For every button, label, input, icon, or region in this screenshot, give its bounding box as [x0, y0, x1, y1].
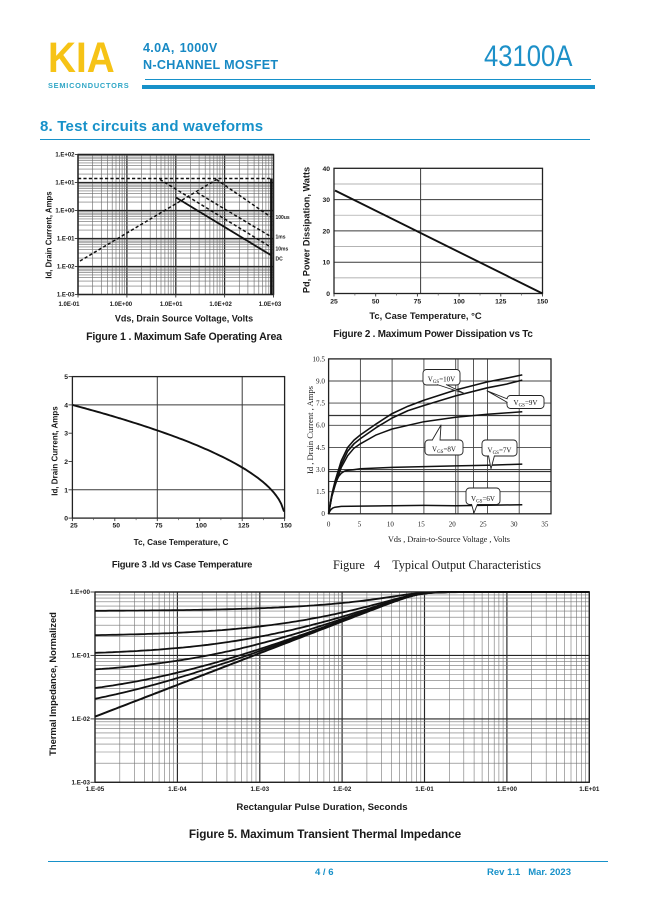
svg-text:1: 1 [64, 487, 68, 494]
svg-text:1.E+00: 1.E+00 [497, 786, 518, 793]
svg-text:6.0: 6.0 [316, 422, 325, 430]
svg-text:20: 20 [449, 521, 457, 529]
svg-text:DC: DC [276, 257, 284, 263]
svg-text:Tc, Case Temperature, C: Tc, Case Temperature, C [134, 538, 229, 547]
svg-text:75: 75 [155, 523, 163, 530]
svg-text:Figure 2 . Maximum Power Dissi: Figure 2 . Maximum Power Dissipation vs … [333, 329, 533, 340]
svg-text:5: 5 [358, 521, 362, 529]
svg-text:1.E+01: 1.E+01 [55, 181, 75, 187]
svg-text:1.E-05: 1.E-05 [86, 786, 105, 793]
svg-text:2: 2 [64, 459, 68, 466]
svg-text:15: 15 [418, 521, 426, 529]
svg-text:1.E-01: 1.E-01 [71, 653, 90, 660]
svg-text:Figure 3 .Id vs Case Temperatu: Figure 3 .Id vs Case Temperature [112, 559, 252, 570]
svg-text:1.E-02: 1.E-02 [71, 716, 90, 723]
svg-text:10ms: 10ms [276, 247, 289, 253]
svg-text:10: 10 [387, 521, 395, 529]
svg-text:125: 125 [238, 523, 250, 530]
svg-text:0: 0 [327, 521, 331, 529]
svg-text:1.E-02: 1.E-02 [333, 786, 352, 793]
svg-text:VGS=10V: VGS=10V [428, 375, 455, 385]
svg-text:7.5: 7.5 [316, 400, 325, 408]
svg-text:1.E-02: 1.E-02 [57, 265, 75, 271]
svg-text:1.0E-01: 1.0E-01 [58, 302, 80, 308]
svg-text:100: 100 [453, 299, 465, 306]
svg-text:9.0: 9.0 [316, 377, 325, 385]
svg-text:VGS=6V: VGS=6V [471, 495, 495, 505]
svg-text:Id , Drain Current , Amps: Id , Drain Current , Amps [305, 385, 315, 474]
svg-text:20: 20 [322, 228, 330, 235]
svg-text:Vds , Drain-to-Source Voltage: Vds , Drain-to-Source Voltage , Volts [388, 535, 510, 544]
svg-text:Figure 1 . Maximum Safe Operat: Figure 1 . Maximum Safe Operating Area [86, 331, 282, 343]
svg-text:1.E-03: 1.E-03 [57, 293, 75, 299]
svg-text:100: 100 [196, 523, 208, 530]
svg-text:150: 150 [280, 523, 292, 530]
svg-text:30: 30 [322, 197, 330, 204]
svg-text:25: 25 [70, 523, 78, 530]
svg-text:5: 5 [64, 374, 68, 381]
svg-text:Thermal Impedance, Normalized: Thermal Impedance, Normalized [47, 612, 58, 756]
svg-text:40: 40 [322, 166, 330, 173]
svg-text:25: 25 [330, 299, 338, 306]
svg-text:0: 0 [326, 291, 330, 298]
svg-text:50: 50 [113, 523, 121, 530]
svg-text:1ms: 1ms [276, 235, 286, 241]
svg-text:35: 35 [541, 521, 549, 529]
svg-text:50: 50 [372, 299, 380, 306]
svg-text:1.0E+03: 1.0E+03 [259, 302, 282, 308]
svg-text:1.E+00: 1.E+00 [55, 209, 75, 215]
svg-text:VGS=9V: VGS=9V [514, 399, 538, 409]
svg-text:3.0: 3.0 [316, 466, 325, 474]
svg-text:1.5: 1.5 [316, 488, 325, 496]
svg-text:1.E+02: 1.E+02 [55, 153, 75, 159]
svg-text:1.0E+02: 1.0E+02 [209, 302, 232, 308]
svg-text:75: 75 [414, 299, 422, 306]
svg-text:0: 0 [64, 516, 68, 523]
svg-text:Vds, Drain Source Voltage, Vol: Vds, Drain Source Voltage, Volts [115, 314, 253, 324]
svg-text:0: 0 [321, 510, 325, 518]
svg-text:Rectangular Pulse Duration, Se: Rectangular Pulse Duration, Seconds [236, 802, 407, 813]
svg-text:10.5: 10.5 [312, 355, 325, 363]
svg-text:VGS=8V: VGS=8V [432, 445, 456, 455]
svg-text:25: 25 [480, 521, 488, 529]
svg-text:125: 125 [495, 299, 507, 306]
svg-text:1.0E+00: 1.0E+00 [110, 302, 133, 308]
svg-text:1.E-01: 1.E-01 [415, 786, 434, 793]
svg-text:3: 3 [64, 431, 68, 438]
svg-text:1.E-04: 1.E-04 [168, 786, 187, 793]
svg-text:Figure 4 Typical Output C: Figure 4 Typical Output Characteristics [333, 558, 541, 572]
svg-text:Id, Drain Current, Amps: Id, Drain Current, Amps [45, 191, 54, 279]
svg-text:1.0E+01: 1.0E+01 [160, 302, 183, 308]
svg-text:1.E-01: 1.E-01 [57, 237, 75, 243]
svg-text:Pd, Power Dissipation, Watts: Pd, Power Dissipation, Watts [302, 167, 312, 293]
svg-text:30: 30 [511, 521, 519, 529]
svg-text:4.5: 4.5 [316, 444, 325, 452]
svg-text:100us: 100us [276, 215, 290, 221]
svg-text:Id, Drain Current, Amps: Id, Drain Current, Amps [51, 406, 60, 496]
svg-text:1.E+00: 1.E+00 [70, 589, 91, 596]
svg-text:Figure 5. Maximum Transient Th: Figure 5. Maximum Transient Thermal Impe… [189, 827, 462, 841]
svg-text:10: 10 [322, 260, 330, 267]
svg-text:4: 4 [64, 402, 68, 409]
svg-text:1.E-03: 1.E-03 [71, 780, 90, 787]
svg-text:1.E+01: 1.E+01 [579, 786, 600, 793]
svg-text:Tc, Case Temperature, °C: Tc, Case Temperature, °C [369, 310, 482, 321]
svg-text:VGS=7V: VGS=7V [488, 446, 512, 456]
svg-text:150: 150 [537, 299, 549, 306]
svg-text:1.E-03: 1.E-03 [251, 786, 270, 793]
